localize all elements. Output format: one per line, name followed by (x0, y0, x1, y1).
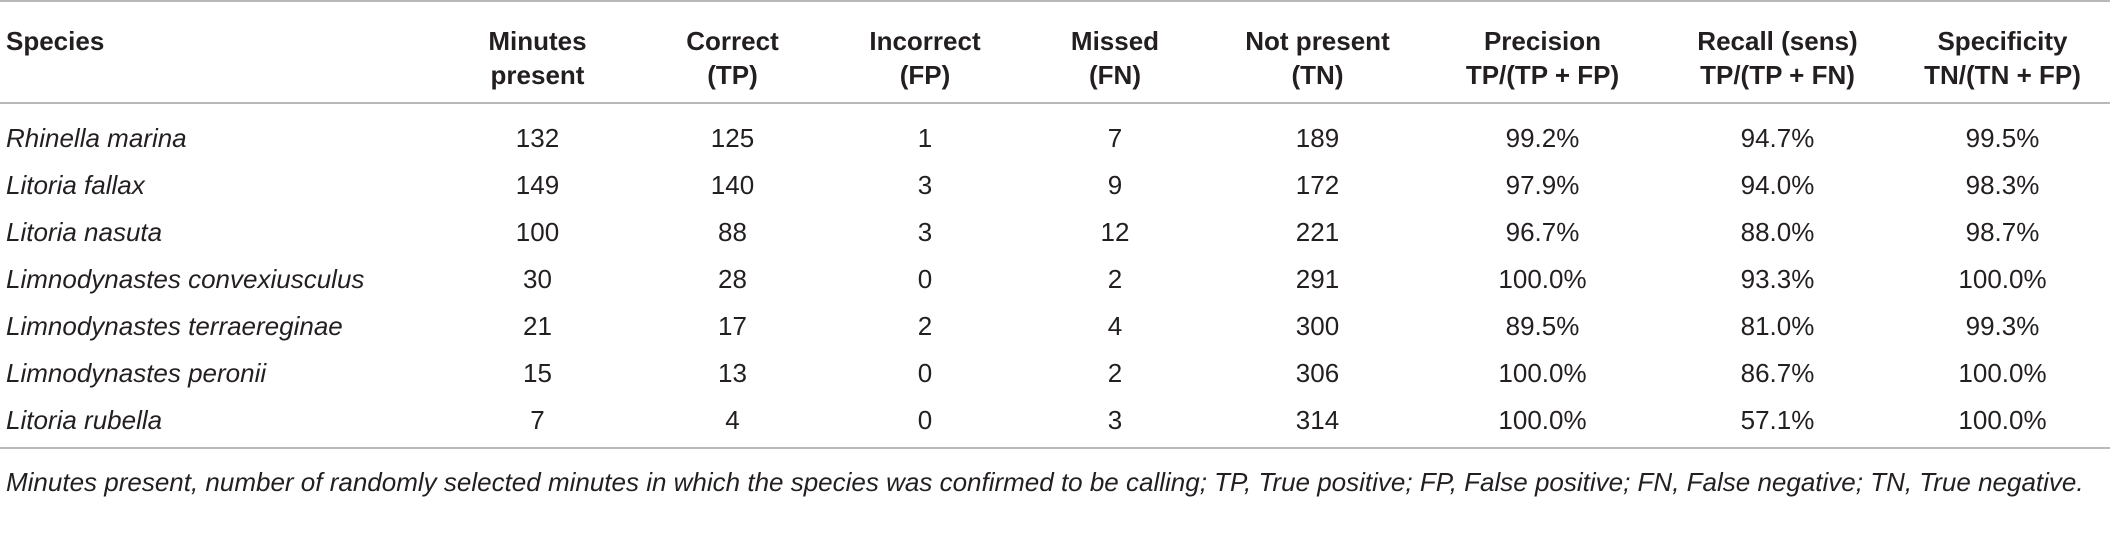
missed-cell: 9 (1107, 169, 1123, 200)
incorrect-cell: 3 (917, 169, 933, 200)
specificity-cell: 99.5% (1965, 122, 2040, 153)
specificity-cell: 100.0% (1895, 396, 2110, 449)
species-cell: Limnodynastes peronii (6, 357, 267, 388)
header-species: Species (0, 0, 440, 104)
precision-cell: 96.7% (1505, 216, 1580, 247)
precision-cell: 100.0% (1498, 263, 1587, 294)
precision-cell: 97.9% (1505, 169, 1580, 200)
species-cell: Limnodynastes convexiusculus (6, 263, 365, 294)
table-row: Litoria nasuta 100 88 3 12 221 96.7% 88.… (0, 208, 2110, 255)
precision-cell: 89.5% (1505, 310, 1580, 341)
header-missed: Missed (FN) (1020, 0, 1210, 104)
missed-cell: 7 (1107, 122, 1123, 153)
missed-cell: 2 (1107, 357, 1123, 388)
header-correct: Correct (TP) (635, 0, 830, 104)
not-present-cell: 221 (1295, 216, 1340, 247)
specificity-cell: 100.0% (1958, 357, 2047, 388)
specificity-cell: 98.3% (1965, 169, 2040, 200)
header-recall: Recall (sens) TP/(TP + FN) (1660, 0, 1895, 104)
species-cell: Litoria rubella (0, 396, 440, 449)
species-cell: Litoria fallax (6, 169, 145, 200)
incorrect-cell: 0 (830, 396, 1020, 449)
species-cell: Litoria nasuta (6, 216, 163, 247)
incorrect-cell: 3 (917, 216, 933, 247)
table-row: Litoria fallax 149 140 3 9 172 97.9% 94.… (0, 161, 2110, 208)
table-row: Limnodynastes convexiusculus 30 28 0 2 2… (0, 255, 2110, 302)
not-present-cell: 172 (1295, 169, 1340, 200)
table-row: Limnodynastes peronii 15 13 0 2 306 100.… (0, 349, 2110, 396)
table-row: Litoria rubella 7 4 0 3 314 100.0% 57.1%… (0, 396, 2110, 449)
recall-cell: 81.0% (1740, 310, 1815, 341)
header-specificity: Specificity TN/(TN + FP) (1895, 0, 2110, 104)
specificity-cell: 100.0% (1958, 263, 2047, 294)
header-species-label: Species (6, 26, 105, 56)
header-not-present: Not present (TN) (1210, 0, 1425, 104)
species-detection-table: Species Minutes present Correct (TP) Inc… (0, 0, 2110, 449)
precision-cell: 100.0% (1425, 396, 1660, 449)
recall-cell: 93.3% (1740, 263, 1815, 294)
not-present-cell: 291 (1295, 263, 1340, 294)
not-present-cell: 189 (1295, 122, 1340, 153)
minutes-present-cell: 100 (515, 216, 560, 247)
table-footnote: Minutes present, number of randomly sele… (6, 467, 2084, 497)
correct-cell: 13 (718, 357, 747, 388)
minutes-present-cell: 132 (515, 122, 560, 153)
minutes-present-cell: 149 (515, 169, 560, 200)
recall-cell: 88.0% (1740, 216, 1815, 247)
recall-cell: 94.7% (1740, 122, 1815, 153)
correct-cell: 140 (710, 169, 755, 200)
minutes-present-cell: 15 (523, 357, 552, 388)
correct-cell: 17 (718, 310, 747, 341)
species-cell: Limnodynastes terraereginae (6, 310, 343, 341)
precision-cell: 99.2% (1505, 122, 1580, 153)
header-precision: Precision TP/(TP + FP) (1425, 0, 1660, 104)
incorrect-cell: 0 (917, 263, 933, 294)
minutes-present-cell: 30 (523, 263, 552, 294)
header-row: Species Minutes present Correct (TP) Inc… (0, 0, 2110, 104)
incorrect-cell: 2 (917, 310, 933, 341)
minutes-present-cell: 7 (440, 396, 635, 449)
correct-cell: 88 (718, 216, 747, 247)
correct-cell: 28 (718, 263, 747, 294)
missed-cell: 2 (1107, 263, 1123, 294)
table-row: Rhinella marina 132 125 1 7 189 99.2% 94… (0, 103, 2110, 161)
recall-cell: 57.1% (1660, 396, 1895, 449)
recall-cell: 94.0% (1740, 169, 1815, 200)
recall-cell: 86.7% (1740, 357, 1815, 388)
not-present-cell: 314 (1210, 396, 1425, 449)
specificity-cell: 98.7% (1965, 216, 2040, 247)
missed-cell: 4 (1107, 310, 1123, 341)
specificity-cell: 99.3% (1965, 310, 2040, 341)
incorrect-cell: 1 (917, 122, 933, 153)
correct-cell: 125 (710, 122, 755, 153)
missed-cell: 12 (1100, 216, 1130, 247)
incorrect-cell: 0 (917, 357, 933, 388)
correct-cell: 4 (635, 396, 830, 449)
header-incorrect: Incorrect (FP) (830, 0, 1020, 104)
missed-cell: 3 (1020, 396, 1210, 449)
not-present-cell: 306 (1295, 357, 1340, 388)
header-minutes-present: Minutes present (440, 0, 635, 104)
table-row: Limnodynastes terraereginae 21 17 2 4 30… (0, 302, 2110, 349)
minutes-present-cell: 21 (523, 310, 552, 341)
precision-cell: 100.0% (1498, 357, 1587, 388)
not-present-cell: 300 (1295, 310, 1340, 341)
species-cell: Rhinella marina (6, 122, 187, 153)
